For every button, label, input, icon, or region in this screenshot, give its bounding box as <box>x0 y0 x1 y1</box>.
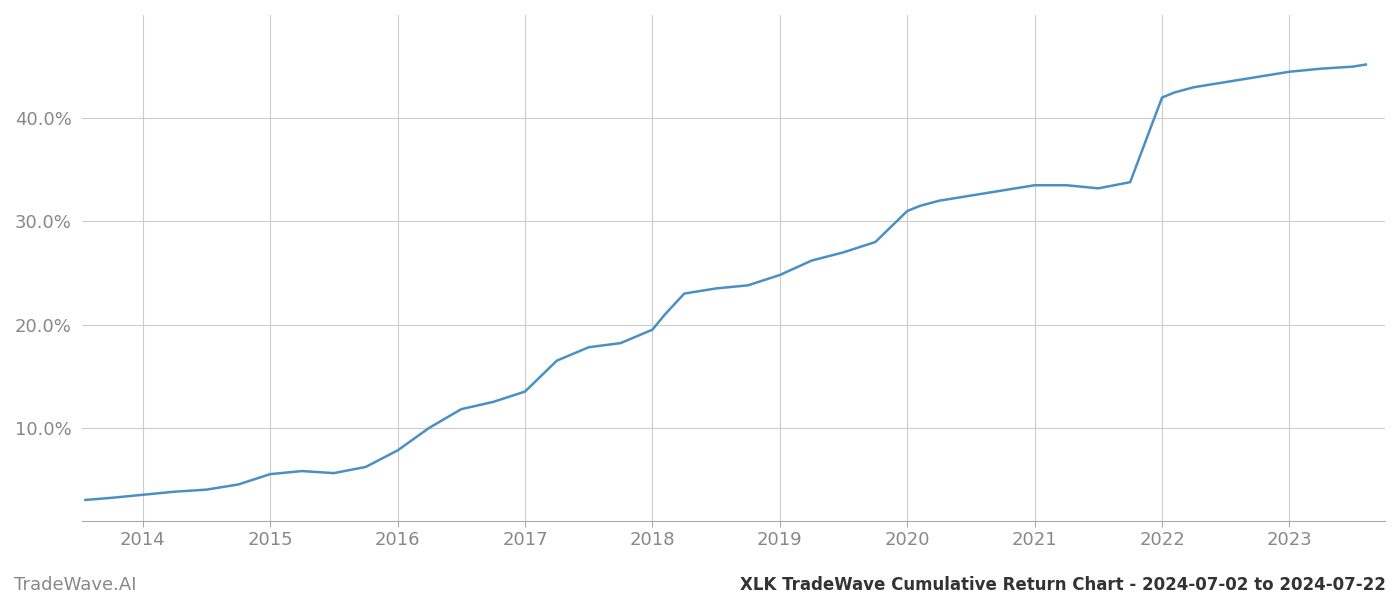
Text: XLK TradeWave Cumulative Return Chart - 2024-07-02 to 2024-07-22: XLK TradeWave Cumulative Return Chart - … <box>741 576 1386 594</box>
Text: TradeWave.AI: TradeWave.AI <box>14 576 137 594</box>
